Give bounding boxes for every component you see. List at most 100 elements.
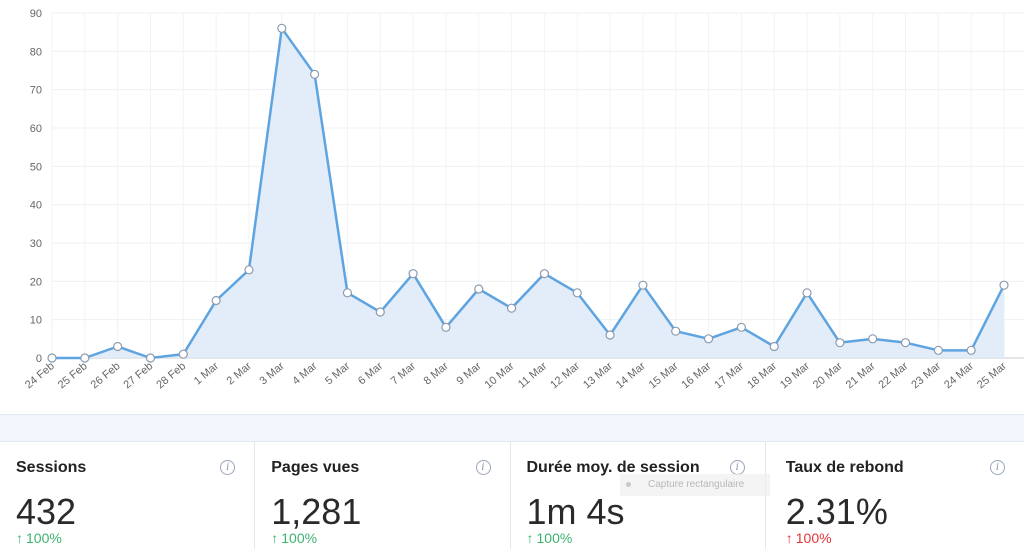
data-point[interactable] (244, 265, 254, 275)
capture-overlay-text: Capture rectangulaire (648, 479, 745, 490)
x-tick-label: 6 Mar (356, 360, 386, 387)
y-tick-label: 90 (30, 8, 42, 20)
data-point[interactable] (769, 341, 779, 352)
data-point[interactable] (47, 353, 57, 363)
x-tick-label: 11 Mar (516, 360, 550, 391)
data-point[interactable] (277, 23, 287, 33)
stat-value: 1m 4s (526, 491, 625, 532)
y-tick-label: 0 (36, 353, 42, 365)
capture-overlay: Capture rectangulaire (620, 474, 770, 496)
y-tick-label: 60 (30, 123, 42, 135)
stat-change: ↑ 100% (526, 530, 573, 546)
stat-title: Durée moy. de session (526, 459, 700, 476)
x-tick-label: 22 Mar (876, 360, 910, 391)
data-point[interactable] (474, 284, 484, 294)
x-tick-label: 25 Mar (975, 360, 1009, 391)
data-point[interactable] (638, 280, 648, 290)
arrow-up-icon: ↑ (16, 530, 23, 546)
x-tick-label: 24 Mar (942, 360, 976, 391)
stat-change: ↑ 100% (271, 530, 318, 546)
info-icon[interactable]: i (475, 460, 491, 475)
data-point[interactable] (900, 338, 911, 348)
data-point[interactable] (539, 269, 550, 279)
stat-change: ↑ 100% (785, 530, 832, 546)
x-tick-label: 27 Feb (121, 360, 155, 391)
stat-sessions: Sessions i 432 ↑ 100% (0, 441, 256, 549)
data-point[interactable] (736, 322, 746, 332)
data-point[interactable] (441, 322, 451, 332)
stat-change: ↑ 100% (16, 530, 62, 546)
data-point[interactable] (802, 288, 812, 298)
x-tick-label: 10 Mar (483, 360, 517, 391)
x-tick-label: 9 Mar (454, 360, 484, 387)
x-tick-label: 15 Mar (647, 360, 681, 391)
arrow-up-icon: ↑ (271, 530, 279, 546)
data-point[interactable] (933, 345, 943, 355)
x-tick-label: 19 Mar (778, 360, 812, 391)
x-tick-label: 23 Mar (909, 360, 943, 391)
data-point[interactable] (835, 338, 845, 348)
data-point[interactable] (966, 345, 976, 355)
stat-value: 2.31% (785, 491, 888, 532)
data-point[interactable] (408, 269, 418, 279)
y-tick-label: 70 (30, 85, 42, 97)
data-point[interactable] (506, 303, 517, 313)
y-tick-label: 30 (30, 238, 42, 250)
data-point[interactable] (178, 349, 188, 359)
x-tick-label: 28 Feb (154, 360, 188, 391)
x-tick-label: 25 Feb (56, 360, 90, 391)
y-tick-label: 20 (30, 276, 42, 288)
data-point[interactable] (605, 330, 615, 340)
data-point[interactable] (999, 280, 1009, 290)
capture-dot-icon (626, 482, 631, 487)
x-tick-label: 8 Mar (422, 360, 452, 387)
stat-pages-vues: Pages vues i 1,281 ↑ 100% (255, 441, 511, 549)
chart-divider-band (0, 414, 1024, 442)
x-tick-label: 18 Mar (745, 360, 779, 391)
data-point[interactable] (211, 295, 221, 306)
info-icon[interactable]: i (220, 460, 236, 475)
series-area (52, 28, 1004, 358)
y-axis: 0 10 20 30 40 50 60 70 80 90 (30, 8, 42, 365)
stats-row: Sessions i 432 ↑ 100% Pages vues i 1,281 … (0, 441, 1024, 549)
stat-title: Taux de rebond (785, 459, 904, 476)
x-tick-label: 16 Mar (680, 360, 714, 391)
series-line (52, 27, 1006, 360)
x-tick-label: 3 Mar (257, 360, 287, 387)
x-tick-label: 2 Mar (225, 360, 255, 387)
data-point[interactable] (113, 341, 123, 352)
data-point[interactable] (671, 326, 681, 336)
y-tick-label: 40 (30, 200, 42, 212)
info-icon[interactable]: i (729, 460, 745, 475)
stat-duree-moy-session: Durée moy. de session i 1m 4s ↑ 100% (511, 441, 766, 549)
stat-value: 1,281 (271, 491, 362, 532)
stat-title: Pages vues (271, 459, 360, 476)
chart-grid (51, 12, 1024, 359)
series-points (47, 23, 1009, 363)
data-point[interactable] (80, 353, 90, 363)
y-tick-label: 50 (30, 161, 42, 173)
x-tick-label: 26 Feb (89, 360, 123, 391)
data-point[interactable] (310, 69, 320, 79)
data-point[interactable] (868, 334, 878, 344)
info-icon[interactable]: i (990, 460, 1005, 475)
stat-taux-de-rebond: Taux de rebond i 2.31% ↑ 100% (766, 441, 1024, 549)
data-point[interactable] (145, 353, 156, 363)
y-tick-label: 80 (30, 46, 42, 58)
x-tick-label: 7 Mar (389, 360, 419, 387)
arrow-down-icon: ↑ (785, 530, 793, 546)
data-point[interactable] (703, 334, 714, 344)
x-tick-label: 1 Mar (192, 360, 222, 387)
data-point[interactable] (572, 288, 582, 298)
x-tick-label: 5 Mar (323, 360, 353, 387)
x-tick-label: 21 Mar (844, 360, 878, 391)
arrow-up-icon: ↑ (526, 530, 534, 546)
data-point[interactable] (342, 288, 353, 298)
y-tick-label: 10 (30, 315, 42, 327)
x-tick-label: 17 Mar (712, 360, 746, 391)
x-tick-label: 12 Mar (548, 360, 582, 391)
stat-title: Sessions (16, 459, 87, 476)
data-point[interactable] (375, 307, 385, 317)
stat-value: 432 (16, 491, 77, 532)
